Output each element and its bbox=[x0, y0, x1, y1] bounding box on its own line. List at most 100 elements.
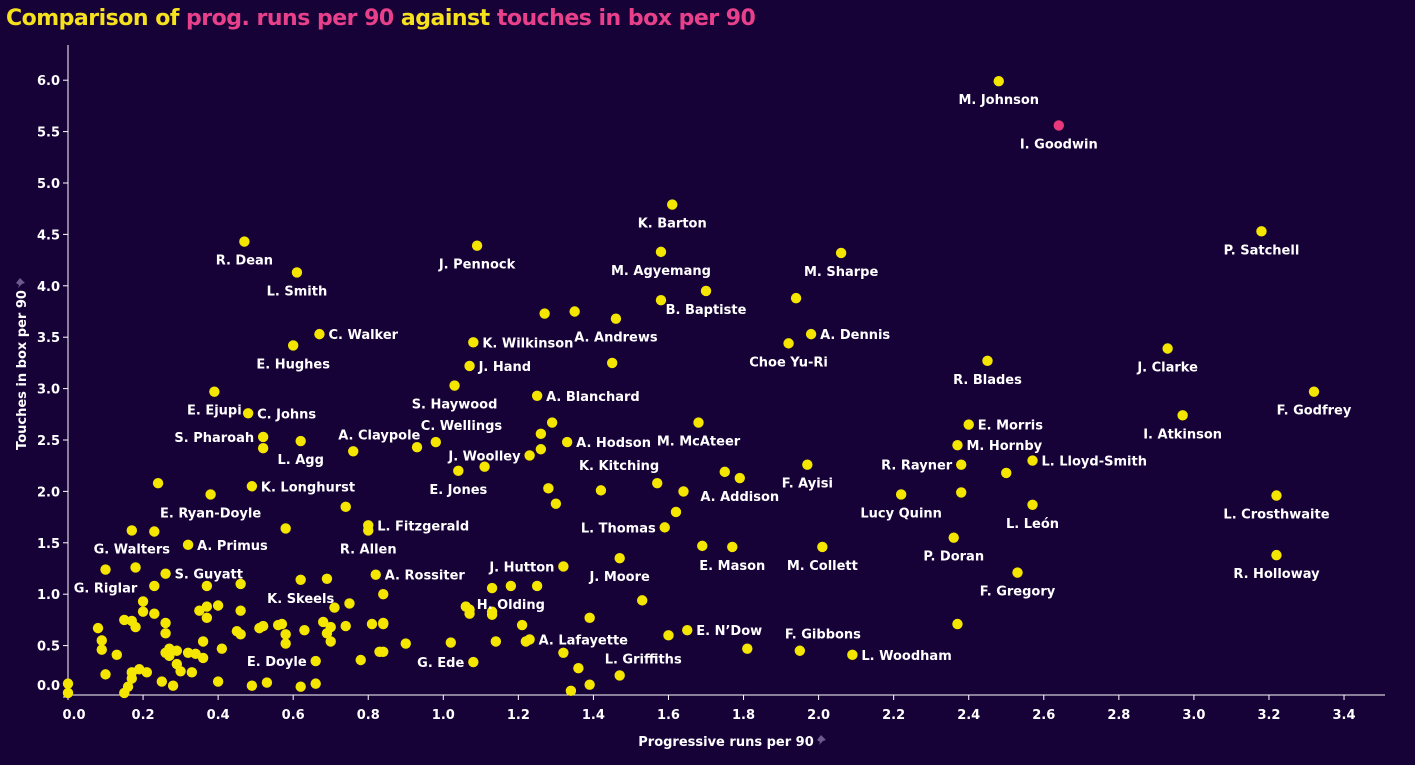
data-point[interactable] bbox=[670, 506, 682, 518]
data-point[interactable] bbox=[535, 444, 547, 455]
data-point[interactable] bbox=[520, 636, 532, 647]
data-point-m-hornby[interactable] bbox=[952, 439, 963, 451]
data-point[interactable] bbox=[329, 602, 340, 613]
data-point[interactable] bbox=[100, 669, 111, 680]
data-point[interactable] bbox=[171, 645, 183, 656]
data-point[interactable] bbox=[486, 582, 498, 594]
data-point-f-ayisi[interactable] bbox=[802, 459, 813, 470]
data-point-g-walters[interactable] bbox=[126, 525, 138, 536]
data-point[interactable] bbox=[340, 620, 351, 632]
data-point-m-agyemang[interactable] bbox=[655, 246, 667, 258]
data-point[interactable] bbox=[546, 417, 558, 428]
data-point-m-collett[interactable] bbox=[817, 541, 828, 553]
data-point-k-skeels[interactable] bbox=[295, 574, 306, 586]
data-point[interactable] bbox=[678, 486, 689, 497]
data-point[interactable] bbox=[378, 646, 389, 657]
data-point[interactable] bbox=[201, 601, 213, 612]
data-point[interactable] bbox=[152, 477, 164, 489]
data-point[interactable] bbox=[160, 628, 171, 639]
data-point-s-haywood[interactable] bbox=[449, 380, 460, 391]
data-point-j-woolley[interactable] bbox=[524, 450, 535, 461]
data-point-e-hughes[interactable] bbox=[287, 340, 299, 351]
data-point[interactable] bbox=[325, 636, 336, 647]
data-point[interactable] bbox=[141, 667, 153, 678]
data-point-m-mcateer[interactable] bbox=[693, 417, 704, 428]
data-point[interactable] bbox=[573, 663, 584, 674]
data-point-a-rossiter[interactable] bbox=[370, 569, 381, 580]
data-point-r-rayner[interactable] bbox=[956, 459, 967, 470]
data-point[interactable] bbox=[742, 643, 753, 654]
data-point[interactable] bbox=[516, 619, 528, 631]
data-point[interactable] bbox=[539, 308, 550, 319]
data-point[interactable] bbox=[201, 612, 213, 624]
data-point-i-goodwin[interactable] bbox=[1053, 120, 1064, 131]
data-point-m-sharpe[interactable] bbox=[835, 247, 847, 259]
data-point-c-walker[interactable] bbox=[314, 328, 325, 340]
data-point[interactable] bbox=[550, 498, 562, 509]
data-point[interactable] bbox=[535, 428, 547, 440]
data-point[interactable] bbox=[130, 621, 141, 633]
data-point-s-pharoah[interactable] bbox=[257, 431, 269, 443]
data-point[interactable] bbox=[92, 622, 104, 634]
data-point[interactable] bbox=[565, 685, 577, 697]
data-point-e-morris[interactable] bbox=[963, 419, 974, 430]
data-point-j-hutton[interactable] bbox=[558, 561, 569, 572]
data-point[interactable] bbox=[167, 680, 179, 691]
data-point[interactable] bbox=[584, 612, 595, 624]
data-point[interactable] bbox=[558, 647, 569, 658]
data-point[interactable] bbox=[543, 483, 554, 494]
data-point[interactable] bbox=[606, 357, 618, 369]
data-point-i-atkinson[interactable] bbox=[1177, 410, 1188, 421]
data-point[interactable] bbox=[130, 562, 141, 573]
data-point[interactable] bbox=[186, 667, 198, 678]
data-point[interactable] bbox=[411, 441, 423, 453]
data-point[interactable] bbox=[156, 676, 168, 687]
data-point-s-guyatt[interactable] bbox=[160, 568, 171, 579]
data-point[interactable] bbox=[697, 540, 708, 552]
data-point-a-hodson[interactable] bbox=[561, 436, 573, 448]
data-point[interactable] bbox=[479, 461, 490, 472]
data-point[interactable] bbox=[212, 676, 224, 687]
data-point[interactable] bbox=[96, 635, 107, 646]
data-point[interactable] bbox=[280, 638, 291, 649]
data-point-e-ryan-doyle[interactable] bbox=[205, 489, 216, 500]
data-point-a-blanchard[interactable] bbox=[531, 390, 543, 401]
data-point[interactable] bbox=[137, 606, 149, 617]
data-point-g-ede[interactable] bbox=[468, 656, 479, 668]
data-point-l-lloyd-smith[interactable] bbox=[1027, 455, 1038, 466]
data-point-g-riglar[interactable] bbox=[100, 564, 111, 575]
data-point[interactable] bbox=[246, 680, 258, 691]
data-point[interactable] bbox=[299, 624, 310, 636]
data-point[interactable] bbox=[62, 687, 74, 699]
data-point[interactable] bbox=[355, 654, 366, 666]
data-point[interactable] bbox=[197, 636, 209, 647]
data-point[interactable] bbox=[216, 643, 228, 654]
data-point-l-crosthwaite[interactable] bbox=[1271, 490, 1282, 501]
data-point[interactable] bbox=[235, 578, 246, 590]
data-point[interactable] bbox=[212, 600, 224, 611]
data-point-lucy-quinn[interactable] bbox=[895, 489, 907, 500]
data-point[interactable] bbox=[378, 589, 389, 600]
data-point-l-agg[interactable] bbox=[295, 435, 306, 447]
data-point-r-allen[interactable] bbox=[363, 525, 374, 536]
data-point-p-satchell[interactable] bbox=[1256, 226, 1267, 237]
data-point[interactable] bbox=[160, 617, 171, 629]
data-point[interactable] bbox=[344, 598, 355, 609]
data-point-a-addison[interactable] bbox=[734, 472, 745, 484]
y-axis-pin-icon[interactable] bbox=[16, 278, 25, 288]
data-point-e-doyle[interactable] bbox=[310, 655, 321, 667]
data-point[interactable] bbox=[655, 294, 667, 306]
data-point[interactable] bbox=[257, 620, 269, 632]
data-point[interactable] bbox=[310, 678, 321, 689]
data-point-a-primus[interactable] bbox=[182, 539, 194, 551]
data-point[interactable] bbox=[490, 636, 502, 647]
data-point[interactable] bbox=[62, 678, 74, 689]
data-point-f-gregory[interactable] bbox=[1012, 567, 1023, 578]
data-point[interactable] bbox=[280, 523, 291, 534]
data-point[interactable] bbox=[119, 687, 130, 699]
data-point[interactable] bbox=[111, 649, 122, 661]
data-point[interactable] bbox=[663, 630, 674, 641]
data-point[interactable] bbox=[400, 638, 411, 649]
data-point[interactable] bbox=[235, 605, 246, 616]
data-point-l-woodham[interactable] bbox=[847, 649, 858, 661]
